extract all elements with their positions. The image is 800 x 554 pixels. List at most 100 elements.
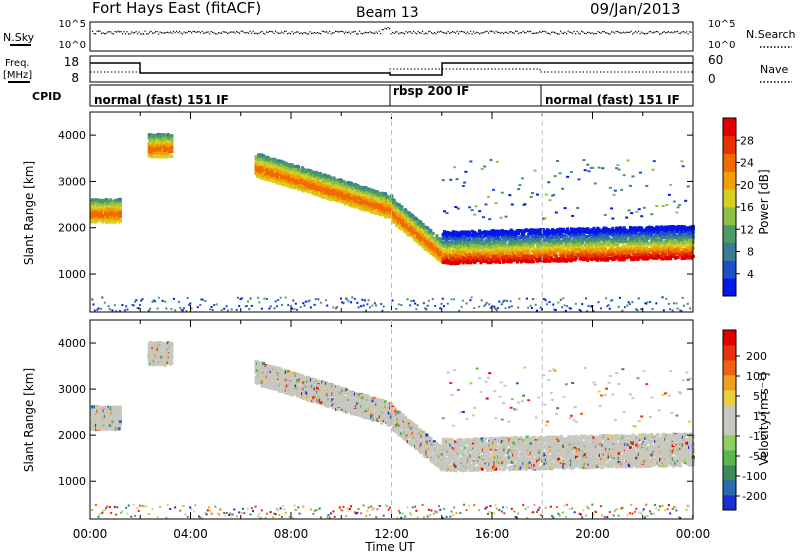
- nsky-point: [596, 33, 598, 35]
- nsky-point: [245, 32, 247, 34]
- nsky-point: [687, 33, 689, 35]
- nsky-point: [209, 33, 211, 35]
- power-cell: [414, 302, 417, 305]
- nsky-point: [162, 32, 164, 34]
- power-cell: [371, 197, 375, 201]
- power-cell: [304, 172, 308, 176]
- nsky-point: [653, 31, 655, 34]
- power-cell: [441, 244, 445, 248]
- power-cell: [154, 154, 158, 158]
- power-cell: [530, 192, 534, 195]
- nsky-point: [626, 31, 628, 33]
- nsky-point: [444, 32, 446, 34]
- power-cell: [326, 304, 329, 307]
- nsky-point: [374, 32, 376, 35]
- power-cell: [480, 168, 484, 171]
- power-cell: [453, 262, 457, 266]
- power-cell: [494, 250, 498, 254]
- power-cell: [118, 310, 121, 313]
- power-cell: [417, 230, 421, 234]
- nsky-point: [570, 31, 572, 34]
- power-cell: [439, 307, 442, 310]
- power-cell: [101, 215, 105, 219]
- power-cell: [488, 240, 492, 244]
- nsky-point: [197, 31, 199, 33]
- nsky-point: [545, 31, 547, 33]
- power-cell: [91, 208, 95, 212]
- nsky-point: [282, 32, 284, 34]
- power-cell: [448, 252, 452, 256]
- nsky-point: [321, 30, 323, 32]
- power-cell: [464, 244, 468, 248]
- power-cell: [525, 297, 528, 300]
- nsky-point: [125, 33, 127, 35]
- nsky-point: [318, 32, 320, 34]
- nsky-point: [546, 32, 548, 34]
- power-cell: [415, 228, 419, 232]
- nsky-point: [582, 31, 584, 33]
- power-cell: [450, 298, 453, 301]
- nsky-point: [288, 32, 290, 34]
- power-cell: [332, 188, 336, 192]
- nsky-point: [401, 32, 403, 34]
- power-cell: [180, 308, 183, 311]
- nsky-point: [506, 31, 508, 33]
- power-cell: [500, 252, 504, 256]
- power-cell: [503, 299, 506, 302]
- power-cell: [529, 195, 533, 198]
- freq-tick-top: 18: [64, 55, 79, 69]
- nsky-point: [333, 32, 335, 34]
- power-cell: [434, 252, 438, 256]
- power-cell: [469, 245, 473, 249]
- nsky-point: [140, 33, 142, 35]
- power-cell: [264, 171, 268, 175]
- power-cell: [118, 206, 122, 210]
- nsky-point: [642, 32, 644, 34]
- nsky-point: [459, 31, 461, 33]
- power-cell: [441, 251, 445, 255]
- nsearch-tick-bottom: 10^0: [708, 40, 735, 51]
- nsky-point: [455, 32, 457, 34]
- nsky-point: [381, 28, 383, 31]
- nsky-point: [411, 32, 413, 34]
- power-cell: [480, 299, 483, 302]
- power-cell: [345, 196, 349, 200]
- nsky-point: [147, 33, 149, 35]
- nsky-point: [512, 32, 514, 34]
- nsky-point: [395, 31, 397, 33]
- nsky-point: [327, 32, 329, 34]
- nsky-point: [101, 32, 103, 34]
- power-cell: [458, 237, 462, 241]
- nsky-point: [188, 30, 190, 32]
- power-cell: [308, 190, 312, 194]
- nsky-point: [303, 32, 305, 34]
- power-cell: [93, 309, 96, 312]
- nsky-point: [144, 30, 146, 32]
- power-cell: [179, 306, 182, 309]
- power-cell: [495, 242, 499, 246]
- power-cell: [463, 181, 467, 184]
- power-cell: [404, 208, 408, 212]
- nsky-point: [527, 30, 529, 32]
- power-cell: [307, 183, 311, 187]
- power-cell: [150, 155, 154, 159]
- power-cell: [486, 250, 490, 254]
- nsky-point: [278, 32, 280, 35]
- power-cell: [449, 178, 453, 181]
- power-cell: [365, 309, 368, 312]
- nsky-point: [269, 30, 271, 32]
- power-cell: [161, 299, 164, 302]
- power-cell: [410, 299, 413, 302]
- nsky-point: [95, 33, 97, 35]
- power-cell: [381, 205, 385, 209]
- nsky-point: [345, 31, 347, 33]
- nsky-point: [488, 32, 490, 34]
- power-cell: [350, 301, 353, 304]
- power-cell: [275, 305, 278, 308]
- power-cell: [527, 251, 531, 255]
- nsky-point: [638, 30, 640, 32]
- power-cell: [504, 215, 508, 218]
- power-cell: [426, 227, 430, 231]
- power-cell: [156, 155, 160, 159]
- power-cell: [480, 240, 484, 244]
